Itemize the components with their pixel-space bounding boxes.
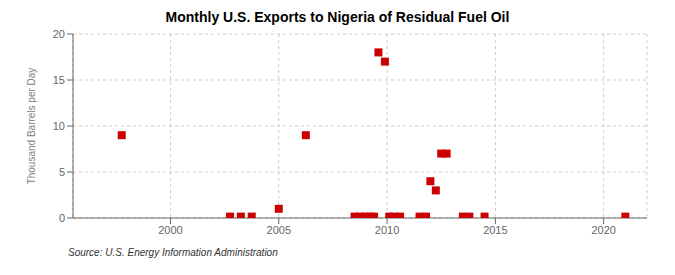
svg-text:15: 15 [53,74,65,86]
html-text:Source: U.S. Energy Informatio: Source: U.S. Energy Information Administ… [68,247,278,258]
svg-text:0: 0 [59,212,65,224]
svg-text:2010: 2010 [375,224,399,236]
svg-text:5: 5 [59,166,65,178]
svg-text:2000: 2000 [158,224,182,236]
svg-text:Thousand Barrels per Day: Thousand Barrels per Day [26,68,37,185]
svg-text:2005: 2005 [267,224,291,236]
svg-text:2015: 2015 [483,224,507,236]
html-text:Monthly U.S. Exports to Nigeri: Monthly U.S. Exports to Nigeria of Resid… [165,9,510,25]
svg-text:10: 10 [53,120,65,132]
svg-text:20: 20 [53,28,65,40]
svg-text:2020: 2020 [591,224,615,236]
